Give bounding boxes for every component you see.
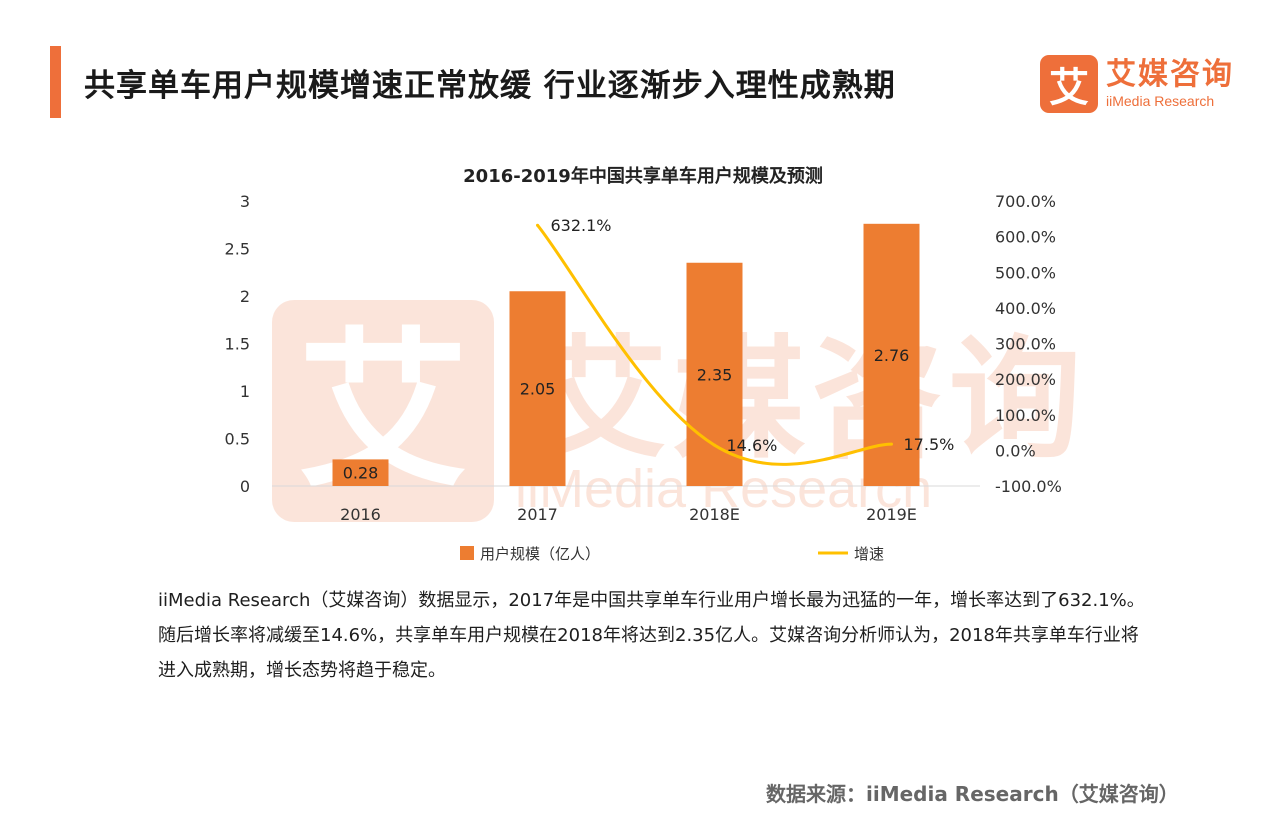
brand-logo: 艾 艾媒咨询 iiMedia Research xyxy=(1040,55,1234,113)
right-axis-tick-label: 700.0% xyxy=(995,192,1056,211)
left-axis-tick-label: 1 xyxy=(240,382,250,401)
growth-line xyxy=(536,224,892,466)
right-axis-tick-label: -100.0% xyxy=(995,477,1062,496)
right-axis: -100.0% 0.0% 100.0% 200.0% 300.0% 400.0% 500.0… xyxy=(995,192,1062,496)
right-axis-tick-label: 100.0% xyxy=(995,406,1056,425)
watermark: 艾 艾媒咨询 iiMedia Research xyxy=(272,300,1087,522)
x-axis-tick-label: 2017 xyxy=(517,505,558,524)
left-axis-tick-label: 2 xyxy=(240,287,250,306)
right-axis-tick-label: 500.0% xyxy=(995,263,1056,282)
left-axis-tick-label: 2.5 xyxy=(225,240,250,259)
right-axis-tick-label: 600.0% xyxy=(995,228,1056,247)
right-axis-tick-label: 400.0% xyxy=(995,299,1056,318)
bar xyxy=(686,262,743,486)
legend-line-label: 增速 xyxy=(854,545,884,563)
chart-title: 2016-2019年中国共享单车用户规模及预测 xyxy=(463,165,823,187)
bar-value-label: 2.76 xyxy=(874,346,910,365)
right-axis-tick-label: 200.0% xyxy=(995,370,1056,389)
logo-glyph-icon: 艾 xyxy=(1040,55,1098,113)
page-title: 共享单车用户规模增速正常放缓 行业逐渐步入理性成熟期 xyxy=(84,68,896,104)
growth-value-label: 14.6% xyxy=(727,436,778,455)
legend-bar-swatch xyxy=(460,546,474,560)
bar xyxy=(863,223,920,487)
left-axis-tick-label: 1.5 xyxy=(225,335,250,354)
logo-english-name: iiMedia Research xyxy=(1106,93,1215,109)
x-axis: 2016 2017 2018E 2019E xyxy=(340,505,917,524)
left-axis-tick-label: 0.5 xyxy=(225,430,250,449)
left-axis-tick-label: 3 xyxy=(240,192,250,211)
logo-chinese-name: 艾媒咨询 xyxy=(1106,57,1234,92)
legend: 用户规模（亿人） 增速 xyxy=(460,545,884,563)
legend-bar-label: 用户规模（亿人） xyxy=(480,545,600,563)
watermark-logo-box xyxy=(272,300,494,522)
growth-value-label: 17.5% xyxy=(904,435,955,454)
right-axis-tick-label: 0.0% xyxy=(995,441,1036,460)
bar-value-label: 2.05 xyxy=(520,380,556,399)
x-axis-tick-label: 2019E xyxy=(866,505,917,524)
bar-value-label: 0.28 xyxy=(343,464,379,483)
title-accent-bar xyxy=(50,46,61,118)
left-axis-tick-label: 0 xyxy=(240,477,250,496)
x-axis-tick-label: 2018E xyxy=(689,505,740,524)
source-note: 数据来源：iiMedia Research（艾媒咨询） xyxy=(766,782,1179,806)
growth-point xyxy=(713,443,716,447)
growth-value-label: 632.1% xyxy=(551,216,612,235)
left-axis: 0 0.5 1 1.5 2 2.5 3 xyxy=(225,192,250,496)
bar xyxy=(509,291,566,486)
combo-chart: 艾 艾媒咨询 iiMedia Research 2016-2019年中国共享单车… xyxy=(225,165,1087,563)
growth-point xyxy=(536,223,539,227)
bar-value-label: 2.35 xyxy=(697,365,733,384)
x-axis-tick-label: 2016 xyxy=(340,505,381,524)
right-axis-tick-label: 300.0% xyxy=(995,335,1056,354)
description-text: iiMedia Research（艾媒咨询）数据显示，2017年是中国共享单车行… xyxy=(158,590,1145,681)
bar xyxy=(332,459,389,486)
growth-point xyxy=(890,442,893,446)
watermark-cn-text: 艾媒咨询 xyxy=(535,323,1087,477)
bar-series: 0.28 2.05 2.35 2.76 xyxy=(332,223,920,487)
line-series: 632.1% 14.6% 17.5% xyxy=(536,216,955,466)
